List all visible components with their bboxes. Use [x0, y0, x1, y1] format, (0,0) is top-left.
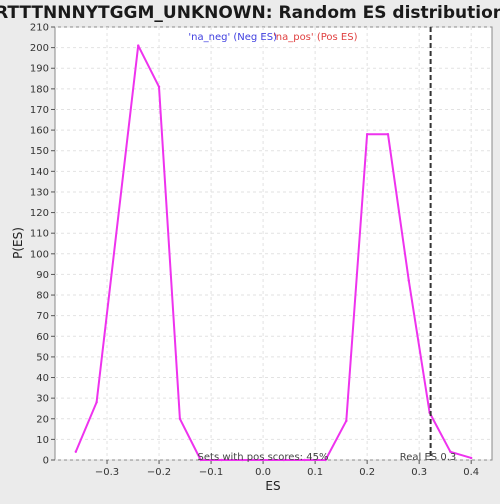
y-tick-label: 130 — [30, 187, 49, 198]
x-axis-label: ES — [265, 479, 280, 493]
x-tick-label: 0.1 — [307, 467, 323, 478]
data-point — [137, 44, 140, 47]
x-tick-label: −0.3 — [95, 467, 119, 478]
x-tick-label: 0.4 — [463, 467, 479, 478]
data-point — [345, 419, 348, 423]
y-tick-label: 180 — [30, 84, 49, 95]
axes: 0 10 20 30 40 50 60 70 80 90 100 110 120 130 140 150 160… — [30, 23, 479, 479]
pos-scores-annotation: Sets with pos scores: 45% — [198, 452, 329, 463]
y-tick-label: 120 — [30, 208, 49, 219]
data-point — [469, 456, 473, 460]
y-tick-label: 190 — [30, 64, 49, 75]
y-tick-label: 210 — [30, 23, 49, 34]
data-point — [386, 133, 390, 136]
series-group — [74, 44, 473, 462]
grid — [55, 26, 492, 461]
chart-title: RTTTNNNYTGGM_UNKNOWN: Random ES distribu… — [0, 3, 500, 23]
y-axis-label: P(ES) — [11, 227, 25, 259]
y-tick-label: 20 — [36, 414, 49, 425]
y-tick-label: 200 — [30, 43, 49, 54]
x-tick-label: 0.3 — [411, 467, 427, 478]
data-point — [178, 417, 182, 420]
data-point — [199, 458, 202, 462]
data-point — [303, 458, 306, 462]
data-point — [261, 458, 265, 462]
x-tick-label: −0.2 — [147, 467, 171, 478]
y-tick-label: 50 — [36, 352, 49, 363]
y-tick-label: 100 — [30, 249, 49, 260]
x-tick-label: 0.2 — [359, 467, 375, 478]
data-point — [241, 458, 244, 462]
y-tick-label: 40 — [36, 373, 49, 384]
data-point — [95, 401, 98, 404]
data-point — [324, 458, 327, 462]
y-tick-label: 170 — [30, 105, 49, 116]
y-tick-label: 80 — [36, 291, 49, 302]
legend-entry-neg: 'na_neg' (Neg ES) — [188, 32, 277, 43]
y-tick-label: 160 — [30, 126, 49, 137]
y-tick-label: 90 — [36, 270, 49, 281]
y-tick-label: 60 — [36, 332, 49, 343]
real-es-label: Real ES 0.3 — [400, 452, 456, 463]
data-point — [407, 279, 410, 282]
data-point — [157, 85, 161, 88]
y-tick-label: 0 — [43, 456, 49, 467]
y-tick-label: 140 — [30, 167, 49, 178]
y-tick-label: 150 — [30, 146, 49, 157]
data-point — [74, 450, 78, 453]
y-tick-label: 110 — [30, 229, 49, 240]
data-point — [282, 458, 286, 462]
legend-entry-pos: 'na_pos' (Pos ES) — [273, 32, 358, 43]
data-point — [449, 450, 452, 453]
data-point — [220, 458, 223, 462]
y-tick-label: 30 — [36, 394, 49, 405]
y-tick-label: 70 — [36, 311, 49, 322]
y-tick-label: 10 — [36, 435, 49, 446]
x-tick-label: −0.1 — [199, 467, 223, 478]
data-point — [365, 133, 369, 136]
x-tick-label: 0.0 — [255, 467, 271, 478]
